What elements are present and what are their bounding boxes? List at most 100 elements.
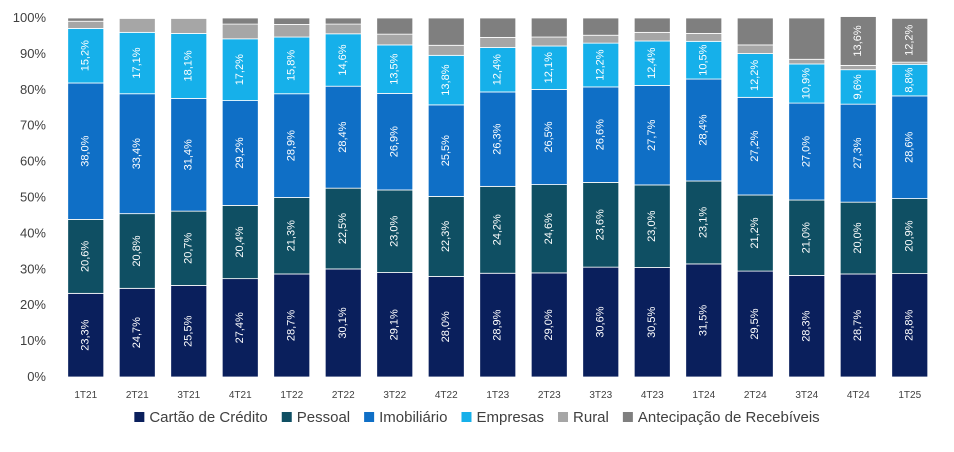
data-label: 23,0% — [646, 210, 658, 241]
x-tick-label: 4T22 — [435, 390, 458, 401]
bar-segment — [685, 33, 723, 42]
data-label: 8,8% — [904, 67, 916, 92]
data-label: 23,6% — [595, 209, 607, 240]
bar-stack-1T23: 28,9% 24,2% 26,3% 12,4% — [479, 17, 517, 378]
legend-item: Pessoal — [281, 409, 350, 426]
x-tick-label: 2T23 — [538, 390, 561, 401]
data-label: 23,1% — [698, 207, 710, 238]
legend-label: Empresas — [476, 409, 544, 426]
bar-segment — [582, 182, 620, 268]
bar-segment — [118, 31, 156, 95]
bar-segment — [67, 20, 105, 29]
bar-stack-4T21: 27,4% 20,4% 29,2% 17,2% — [221, 17, 259, 378]
legend-swatch — [558, 412, 569, 422]
data-label: 10,9% — [801, 68, 813, 99]
data-label: 21,0% — [801, 222, 813, 253]
x-tick-label: 2T21 — [126, 390, 149, 401]
legend-swatch — [622, 412, 633, 422]
bar-stack-4T23: 30,5% 23,0% 27,7% 12,4% — [633, 17, 671, 378]
x-tick-label: 1T22 — [280, 390, 303, 401]
data-label: 20,0% — [852, 222, 864, 253]
data-label: 17,1% — [131, 47, 143, 78]
y-tick-label: 100% — [13, 10, 47, 25]
bar-stack-2T23: 29,0% 24,6% 26,5% 12,1% — [530, 17, 568, 378]
bar-segment — [273, 17, 311, 25]
bar-segment — [67, 218, 105, 294]
bar-segment — [891, 273, 929, 378]
bar-segment — [633, 267, 671, 378]
bar-segment — [376, 189, 414, 273]
data-label: 14,6% — [337, 44, 349, 75]
data-label: 31,5% — [698, 305, 710, 336]
bar-segment — [67, 28, 105, 84]
bar-segment — [221, 100, 259, 206]
legend-swatch — [461, 412, 472, 422]
bar-segment — [118, 213, 156, 289]
data-label: 29,0% — [543, 309, 555, 340]
data-label: 20,8% — [131, 235, 143, 266]
legend: Cartão de Crédito Pessoal Imobiliário Empre… — [134, 409, 820, 426]
y-tick-label: 10% — [20, 333, 46, 348]
data-label: 28,8% — [904, 309, 916, 340]
data-label: 24,6% — [543, 213, 555, 244]
bar-stack-1T24: 31,5% 23,1% 28,4% 10,5% — [685, 17, 723, 378]
data-label: 27,3% — [852, 137, 864, 168]
bar-segment — [221, 17, 259, 25]
bar-segment — [273, 197, 311, 275]
bar-segment — [427, 276, 465, 378]
bar-segment — [685, 180, 723, 265]
data-label: 25,5% — [183, 315, 195, 346]
legend-label: Cartão de Crédito — [149, 409, 267, 426]
y-tick-label: 80% — [20, 82, 46, 97]
bar-segment — [479, 185, 517, 274]
bar-stack-4T22: 28,0% 22,3% 25,5% 13,8% — [427, 17, 465, 378]
bar-segment — [118, 17, 156, 33]
data-label: 23,0% — [389, 215, 401, 246]
bar-stack-1T22: 28,7% 21,3% 28,9% 15,8% — [273, 17, 311, 378]
bar-segment — [736, 17, 774, 46]
data-label: 20,6% — [80, 241, 92, 272]
bar-segment — [530, 184, 568, 274]
data-label: 28,4% — [698, 114, 710, 145]
bar-segment — [685, 17, 723, 34]
y-tick-label: 20% — [20, 297, 46, 312]
bar-segment — [530, 272, 568, 378]
data-label: 20,7% — [183, 232, 195, 263]
data-label: 9,6% — [852, 74, 864, 99]
bar-segment — [633, 85, 671, 186]
bar-stack-1T21: 23,3% 20,6% 38,0% 15,2% — [67, 17, 105, 378]
bar-segment — [788, 199, 826, 276]
data-label: 28,7% — [852, 310, 864, 341]
bar-segment — [788, 275, 826, 378]
bar-segment — [376, 17, 414, 35]
bar-segment — [633, 184, 671, 268]
legend-swatch — [364, 412, 375, 422]
data-label: 26,5% — [543, 121, 555, 152]
data-label: 27,0% — [801, 136, 813, 167]
bar-segment — [170, 285, 208, 378]
data-label: 13,6% — [852, 25, 864, 56]
y-tick-label: 30% — [20, 261, 46, 276]
bar-segment — [685, 40, 723, 80]
bar-segment — [582, 17, 620, 36]
bar-segment — [376, 44, 414, 94]
data-label: 10,5% — [698, 44, 710, 75]
bar-stack-3T23: 30,6% 23,6% 26,6% 12,2% — [582, 17, 620, 378]
bar-segment — [839, 103, 877, 203]
bar-segment — [633, 40, 671, 86]
bar-segment — [788, 17, 826, 60]
data-label: 27,2% — [749, 130, 761, 161]
x-tick-label: 4T24 — [847, 390, 870, 401]
bar-segment — [788, 102, 826, 201]
bar-segment — [324, 33, 362, 87]
data-label: 15,2% — [80, 40, 92, 71]
bar-segment — [273, 273, 311, 378]
data-label: 33,4% — [131, 138, 143, 169]
legend-label: Rural — [573, 409, 609, 426]
data-label: 17,2% — [234, 54, 246, 85]
data-label: 15,8% — [286, 50, 298, 81]
data-label: 28,9% — [492, 309, 504, 340]
data-label: 12,2% — [749, 60, 761, 91]
bar-segment — [427, 44, 465, 56]
